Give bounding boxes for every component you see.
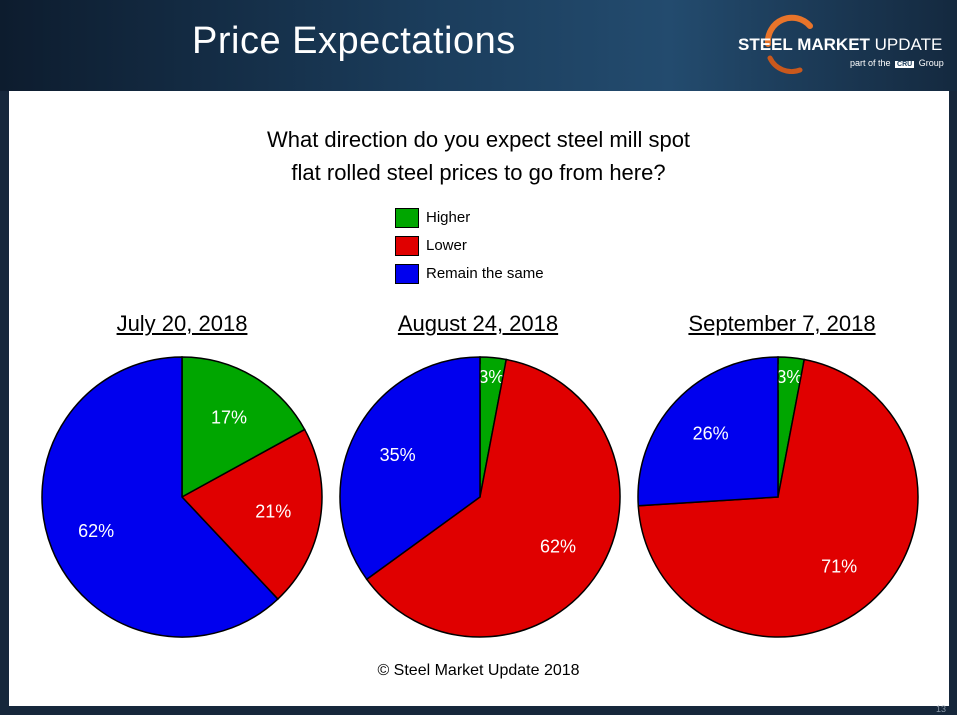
legend-swatch-same — [395, 264, 419, 284]
pie-august-label-lower: 62% — [540, 537, 576, 557]
question-line-2: flat rolled steel prices to go from here… — [291, 160, 666, 185]
pie-september-label-lower: 71% — [821, 556, 857, 576]
pie-july-label-same: 62% — [78, 521, 114, 541]
pie-august-label-same: 35% — [380, 445, 416, 465]
legend-swatch-higher — [395, 208, 419, 228]
logo-brand-light: UPDATE — [874, 35, 943, 54]
pie-july-slice-same — [41, 356, 279, 638]
copyright-footer: © Steel Market Update 2018 — [377, 662, 580, 679]
legend-label-same: Remain the same — [426, 265, 544, 282]
pie-september-slice-same — [637, 356, 779, 507]
logo-subtitle: part of the CRU Group — [850, 58, 944, 68]
pie-title-september: September 7, 2018 — [688, 311, 876, 336]
logo-wordmark: STEEL MARKET UPDATE — [738, 35, 942, 55]
pie-september-label-higher: 3% — [776, 367, 802, 387]
page-number: 13 — [936, 704, 947, 714]
pie-july-slice-higher — [181, 356, 306, 499]
legend-label-higher: Higher — [426, 209, 471, 226]
pie-august-slice-lower — [365, 358, 621, 638]
pie-july-label-higher: 17% — [211, 407, 247, 427]
slide-header: Price Expectations STEEL MARKET UPDATE p… — [0, 0, 957, 91]
question-line-1: What direction do you expect steel mill … — [266, 127, 691, 152]
pie-august-slice-same — [339, 356, 481, 581]
legend-swatch-lower — [395, 236, 419, 256]
logo-brand-bold: STEEL MARKET — [738, 35, 870, 54]
pie-july-slice-lower — [180, 428, 323, 601]
pie-title-july: July 20, 2018 — [116, 311, 248, 336]
pie-august-label-higher: 3% — [478, 367, 504, 387]
pie-september-label-same: 26% — [693, 424, 729, 444]
logo-swoosh-icon — [764, 14, 813, 74]
logo-cru-badge: CRU — [895, 61, 915, 68]
logo-sub-suffix: Group — [918, 58, 944, 68]
slide-title: Price Expectations — [192, 20, 516, 62]
pie-title-august: August 24, 2018 — [397, 311, 559, 336]
legend-label-lower: Lower — [426, 237, 467, 254]
logo-sub-prefix: part of the — [850, 58, 891, 68]
steel-market-update-logo: STEEL MARKET UPDATE part of the CRU Grou… — [738, 14, 953, 74]
chart-question: What direction do you expect steel mill … — [0, 123, 957, 189]
pie-july-label-lower: 21% — [255, 501, 291, 521]
pie-september-slice-lower — [637, 358, 919, 638]
